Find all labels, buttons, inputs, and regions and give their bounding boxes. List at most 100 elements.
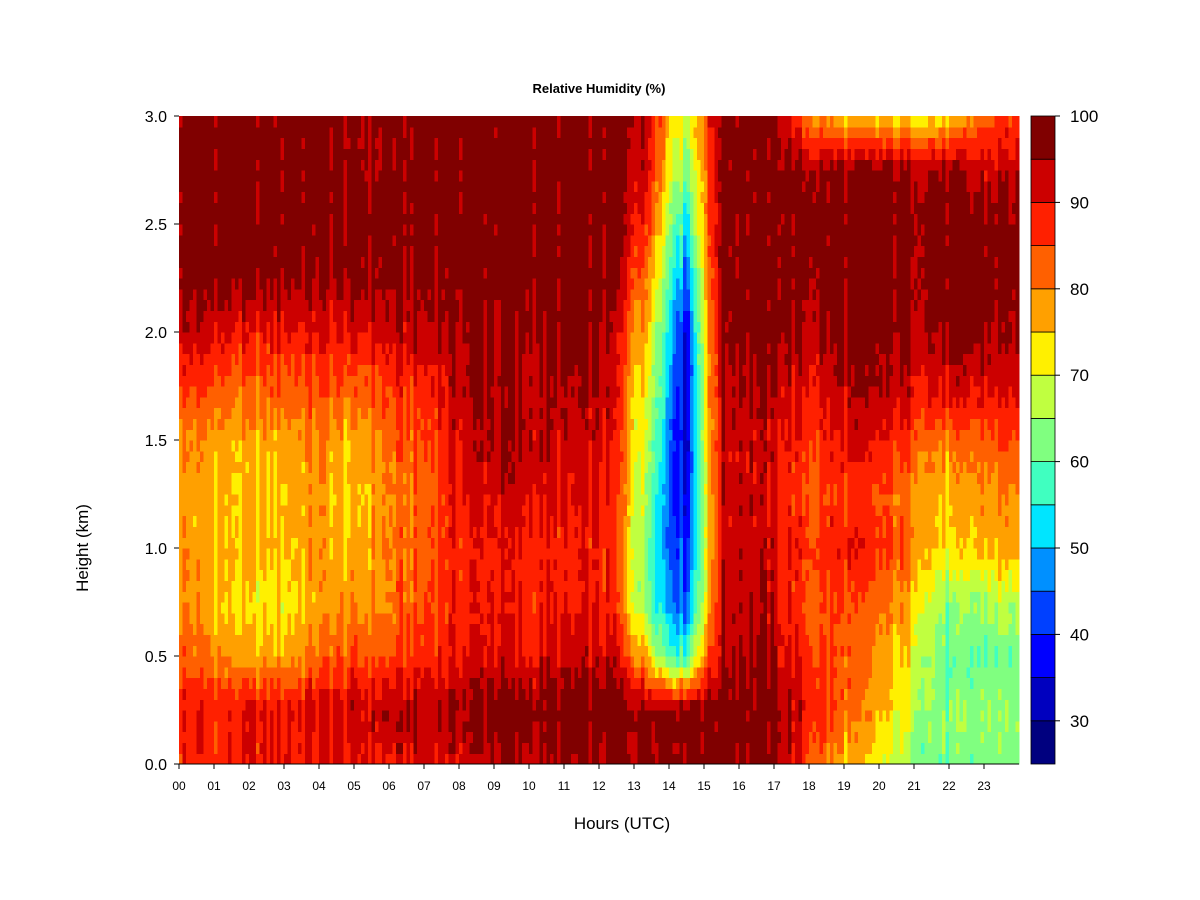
- heatmap-cell: [382, 375, 387, 387]
- heatmap-cell: [301, 342, 306, 355]
- heatmap-cell: [459, 688, 464, 700]
- heatmap-cell: [189, 645, 194, 657]
- heatmap-cell: [301, 645, 306, 657]
- heatmap-cell: [249, 191, 254, 203]
- heatmap-cell: [277, 321, 282, 333]
- heatmap-cell: [270, 375, 275, 387]
- heatmap-cell: [221, 256, 226, 268]
- heatmap-cell: [333, 742, 338, 754]
- heatmap-cell: [389, 245, 394, 257]
- heatmap-cell: [245, 472, 250, 484]
- heatmap-cell: [431, 440, 436, 452]
- heatmap-cell: [277, 688, 282, 700]
- heatmap-cell: [382, 278, 387, 290]
- heatmap-cell: [417, 288, 422, 301]
- heatmap-cell: [203, 666, 208, 679]
- heatmap-cell: [193, 332, 198, 344]
- heatmap-cell: [182, 137, 187, 149]
- heatmap-cell: [284, 440, 289, 452]
- heatmap-cell: [462, 591, 467, 603]
- heatmap-cell: [182, 602, 187, 614]
- heatmap-cell: [336, 537, 341, 549]
- heatmap-cell: [340, 753, 345, 765]
- heatmap-cell: [371, 731, 376, 743]
- heatmap-cell: [305, 299, 310, 311]
- heatmap-cell: [221, 440, 226, 452]
- heatmap-cell: [242, 137, 247, 149]
- heatmap-cell: [298, 537, 303, 549]
- heatmap-cell: [462, 429, 467, 441]
- heatmap-cell: [469, 591, 474, 603]
- heatmap-cell: [427, 342, 432, 355]
- heatmap-cell: [452, 656, 457, 668]
- heatmap-cell: [455, 159, 460, 171]
- heatmap-cell: [385, 353, 390, 365]
- heatmap-cell: [354, 321, 359, 333]
- heatmap-cell: [284, 753, 289, 765]
- heatmap-cell: [256, 148, 261, 160]
- heatmap-cell: [238, 548, 243, 560]
- heatmap-cell: [459, 515, 464, 527]
- heatmap-cell: [462, 602, 467, 614]
- heatmap-cell: [238, 612, 243, 625]
- heatmap-cell: [357, 310, 362, 322]
- heatmap-cell: [452, 602, 457, 614]
- heatmap-cell: [364, 677, 369, 689]
- heatmap-cell: [347, 267, 352, 279]
- heatmap-cell: [298, 245, 303, 257]
- heatmap-cell: [294, 569, 299, 581]
- heatmap-cell: [242, 731, 247, 743]
- heatmap-cell: [448, 515, 453, 527]
- heatmap-cell: [466, 742, 471, 754]
- heatmap-cell: [466, 720, 471, 733]
- heatmap-cell: [417, 591, 422, 603]
- heatmap-cell: [217, 504, 222, 517]
- heatmap-cell: [182, 461, 187, 473]
- heatmap-cell: [371, 688, 376, 700]
- heatmap-cell: [196, 688, 201, 700]
- heatmap-cell: [361, 688, 366, 700]
- heatmap-cell: [343, 699, 348, 711]
- heatmap-cell: [224, 753, 229, 765]
- heatmap-cell: [350, 278, 355, 290]
- heatmap-cell: [336, 137, 341, 149]
- heatmap-cell: [406, 461, 411, 473]
- heatmap-cell: [441, 353, 446, 365]
- heatmap-cell: [333, 310, 338, 322]
- heatmap-cell: [312, 191, 317, 203]
- heatmap-cell: [333, 569, 338, 581]
- heatmap-cell: [420, 321, 425, 333]
- heatmap-cell: [210, 591, 215, 603]
- heatmap-cell: [242, 234, 247, 247]
- heatmap-cell: [245, 234, 250, 247]
- heatmap-cell: [228, 148, 233, 160]
- heatmap-cell: [287, 634, 292, 646]
- heatmap-cell: [305, 224, 310, 236]
- heatmap-cell: [203, 472, 208, 484]
- heatmap-cell: [193, 126, 198, 139]
- heatmap-cell: [221, 126, 226, 139]
- heatmap-cell: [403, 170, 408, 182]
- heatmap-cell: [403, 180, 408, 193]
- heatmap-cell: [231, 688, 236, 700]
- heatmap-cell: [336, 170, 341, 182]
- heatmap-cell: [375, 537, 380, 549]
- heatmap-cell: [326, 353, 331, 365]
- heatmap-cell: [406, 191, 411, 203]
- heatmap-cell: [270, 288, 275, 301]
- heatmap-cell: [210, 612, 215, 625]
- heatmap-cell: [455, 753, 460, 765]
- heatmap-cell: [392, 191, 397, 203]
- heatmap-cell: [336, 699, 341, 711]
- heatmap-cell: [375, 742, 380, 754]
- heatmap-cell: [221, 753, 226, 765]
- heatmap-cell: [322, 137, 327, 149]
- heatmap-cell: [312, 710, 317, 722]
- heatmap-cell: [298, 407, 303, 419]
- heatmap-cell: [406, 580, 411, 592]
- heatmap-cell: [245, 548, 250, 560]
- heatmap-cell: [431, 742, 436, 754]
- heatmap-cell: [343, 623, 348, 635]
- heatmap-cell: [231, 191, 236, 203]
- heatmap-cell: [224, 742, 229, 754]
